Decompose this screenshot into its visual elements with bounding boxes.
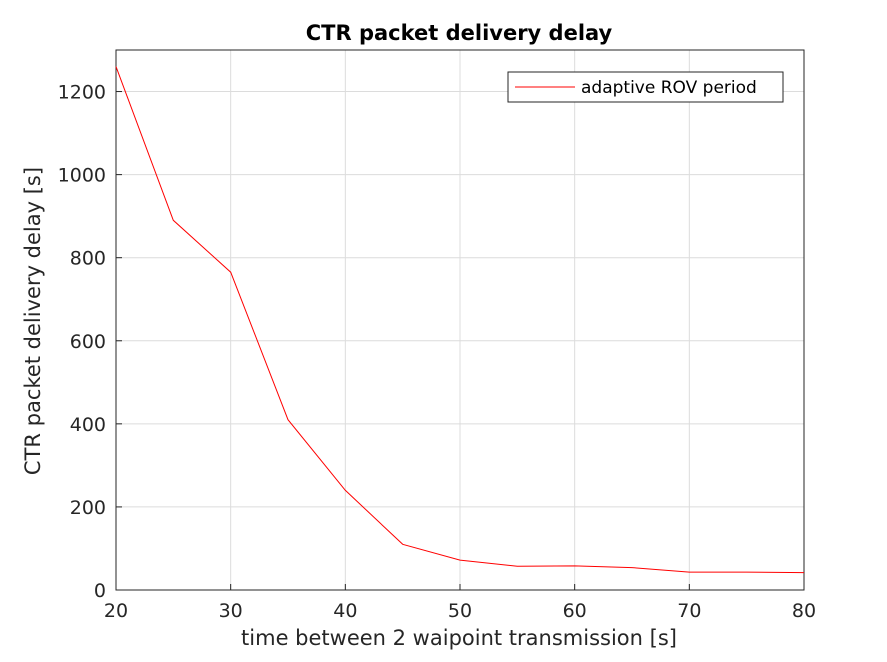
x-axis-label: time between 2 waipoint transmission [s] (241, 626, 677, 650)
y-tick-label: 800 (70, 248, 106, 270)
x-tick-label: 80 (792, 600, 816, 622)
x-tick-label: 40 (333, 600, 357, 622)
series-lines (115, 66, 805, 574)
legend-label: adaptive ROV period (581, 78, 757, 98)
y-tick-label: 200 (70, 497, 106, 519)
chart-title: CTR packet delivery delay (306, 21, 613, 45)
series-line (115, 66, 805, 574)
x-tick-label: 70 (677, 600, 701, 622)
y-axis-label: CTR packet delivery delay [s] (21, 167, 45, 475)
legend: adaptive ROV period (507, 71, 784, 103)
x-tick-label: 60 (563, 600, 587, 622)
y-tick-label: 400 (70, 414, 106, 436)
y-tick-label: 1200 (58, 82, 106, 104)
x-tick-label: 50 (448, 600, 472, 622)
x-tick-label: 30 (219, 600, 243, 622)
y-tick-label: 600 (70, 331, 106, 353)
y-tick-label: 0 (94, 580, 106, 602)
y-tick-label: 1000 (58, 165, 106, 187)
x-tick-label: 20 (104, 600, 128, 622)
